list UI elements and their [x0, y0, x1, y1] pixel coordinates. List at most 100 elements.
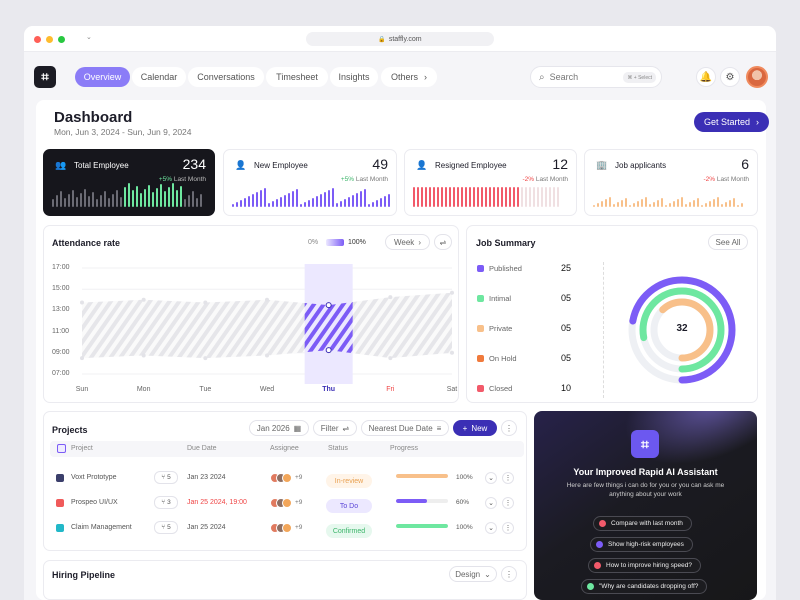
column-header[interactable]: Status	[328, 445, 348, 452]
gear-icon[interactable]: ⚙	[720, 67, 740, 87]
sort-select[interactable]: Nearest Due Date ≡	[361, 420, 449, 436]
branch-chip[interactable]: ⑂ 5	[154, 521, 178, 534]
mini-bar	[733, 198, 735, 207]
mini-bar	[717, 197, 719, 207]
month-select[interactable]: Jan 2026 ▦	[249, 420, 309, 436]
data-point[interactable]	[450, 290, 454, 295]
stat-card-applicants[interactable]: 🏢 Job applicants 6 -2% Last Month	[584, 149, 758, 216]
tab-insights[interactable]: Insights	[330, 67, 378, 87]
get-started-button[interactable]: Get Started ›	[694, 112, 769, 132]
table-row[interactable]: Claim Management ⑂ 5 Jan 25 2024 +9 Confirmed…	[50, 516, 524, 540]
url-bar[interactable]: 🔒 staffly.com	[306, 32, 494, 46]
tab-timesheet[interactable]: Timesheet	[266, 67, 328, 87]
minimize-dot[interactable]	[46, 36, 53, 43]
filter-button[interactable]: Filter ⇌	[313, 420, 357, 436]
expand-icon[interactable]: ⌄	[485, 522, 497, 534]
progress-fill	[396, 499, 428, 503]
data-point[interactable]	[203, 300, 208, 305]
see-all-button[interactable]: See All	[708, 234, 748, 250]
mini-bar	[553, 187, 555, 207]
expand-icon[interactable]: ⌄	[485, 497, 497, 509]
ai-prompt-chip[interactable]: "Why are candidates dropping off?	[581, 579, 708, 594]
table-row[interactable]: Voxt Prototype ⑂ 5 Jan 23 2024 +9 In-review 10…	[50, 466, 524, 490]
stat-card-resigned[interactable]: 👤 Resigned Employee 12 -2% Last Month	[404, 149, 577, 216]
legend-swatch	[477, 385, 484, 392]
donut-arc[interactable]	[628, 276, 736, 384]
tab-conversations[interactable]: Conversations	[188, 67, 264, 87]
more-icon[interactable]: ⋮	[501, 420, 517, 436]
column-header[interactable]: Progress	[390, 445, 419, 452]
more-icon[interactable]: ⋮	[502, 522, 514, 534]
data-point[interactable]	[265, 297, 269, 302]
mini-bar	[336, 203, 338, 207]
select-all-checkbox[interactable]	[57, 444, 66, 453]
more-icon[interactable]: ⋮	[502, 472, 514, 484]
tab-overview[interactable]: Overview	[75, 67, 130, 87]
stat-card-total[interactable]: 👥 Total Employee 234 +5% Last Month	[43, 149, 215, 216]
tab-calendar[interactable]: Calendar	[132, 67, 186, 87]
branch-chip[interactable]: ⑂ 5	[154, 471, 178, 484]
design-select[interactable]: Design ⌄	[449, 566, 497, 582]
data-point[interactable]	[80, 300, 84, 305]
due-date: Jan 25 2024, 19:00	[187, 499, 247, 506]
expand-icon[interactable]: ⌄	[485, 472, 497, 484]
ai-prompt-chip[interactable]: Show high-risk employees	[590, 537, 693, 552]
job-legend-item[interactable]: Intimal 05	[477, 292, 571, 306]
more-icon[interactable]: ⋮	[501, 566, 517, 582]
mini-bar	[100, 195, 102, 207]
data-point[interactable]	[141, 297, 146, 302]
table-row[interactable]: Prospeo UI/UX ⑂ 3 Jan 25 2024, 19:00 +9 To Do…	[50, 491, 524, 515]
mini-bar	[721, 204, 723, 207]
data-point[interactable]	[450, 350, 454, 355]
mini-bar	[533, 187, 535, 207]
bell-icon[interactable]: 🔔	[696, 67, 716, 87]
settings-icon[interactable]: ⇌	[434, 234, 452, 250]
new-project-button[interactable]: + New	[453, 420, 497, 436]
mini-bar	[264, 188, 266, 207]
data-point[interactable]	[141, 353, 146, 358]
tab-others[interactable]: Others ›	[381, 67, 437, 87]
data-point[interactable]	[388, 356, 393, 361]
mini-bar	[477, 187, 479, 207]
data-point[interactable]	[325, 302, 332, 309]
week-select[interactable]: Week ›	[385, 234, 430, 250]
job-legend-item[interactable]: On Hold 05	[477, 352, 571, 366]
stat-card-new[interactable]: 👤 New Employee 49 +5% Last Month	[223, 149, 397, 216]
stat-value: 234	[182, 156, 206, 172]
mini-bar	[617, 202, 619, 207]
data-point[interactable]	[388, 295, 393, 300]
mini-bar	[132, 190, 134, 207]
mini-bar	[292, 191, 294, 207]
mini-bar	[681, 197, 683, 207]
donut-arc[interactable]	[639, 287, 725, 373]
column-header[interactable]: Assignee	[270, 445, 299, 452]
mini-bar	[344, 199, 346, 207]
column-header[interactable]: Project	[71, 445, 93, 452]
data-point[interactable]	[265, 353, 269, 358]
data-point[interactable]	[325, 347, 332, 354]
more-icon[interactable]: ⋮	[502, 497, 514, 509]
ai-prompt-chip[interactable]: How to improve hiring speed?	[588, 558, 701, 573]
job-legend-item[interactable]: Closed 10	[477, 382, 571, 396]
assignees[interactable]: +9	[270, 523, 310, 535]
mini-bar	[312, 198, 314, 207]
maximize-dot[interactable]	[58, 36, 65, 43]
avatar[interactable]	[746, 66, 768, 88]
search-input[interactable]: ⌕ Search ⌘ + Select	[530, 66, 662, 88]
assignees[interactable]: +9	[270, 473, 310, 485]
close-dot[interactable]	[34, 36, 41, 43]
job-legend-item[interactable]: Private 05	[477, 322, 571, 336]
progress-value: 100%	[456, 524, 473, 531]
branch-chip[interactable]: ⑂ 3	[154, 496, 178, 509]
assignees[interactable]: +9	[270, 498, 310, 510]
donut-arc[interactable]	[650, 298, 714, 362]
stat-change: -2% Last Month	[703, 176, 749, 183]
chevron-down-icon[interactable]: ⌄	[86, 34, 92, 41]
data-point[interactable]	[203, 356, 208, 361]
app-logo[interactable]: ⌗	[34, 66, 56, 88]
column-header[interactable]: Due Date	[187, 445, 217, 452]
mini-bar	[513, 187, 515, 207]
data-point[interactable]	[80, 356, 84, 361]
ai-prompt-chip[interactable]: Compare with last month	[593, 516, 692, 531]
job-legend-item[interactable]: Published 25	[477, 262, 571, 276]
